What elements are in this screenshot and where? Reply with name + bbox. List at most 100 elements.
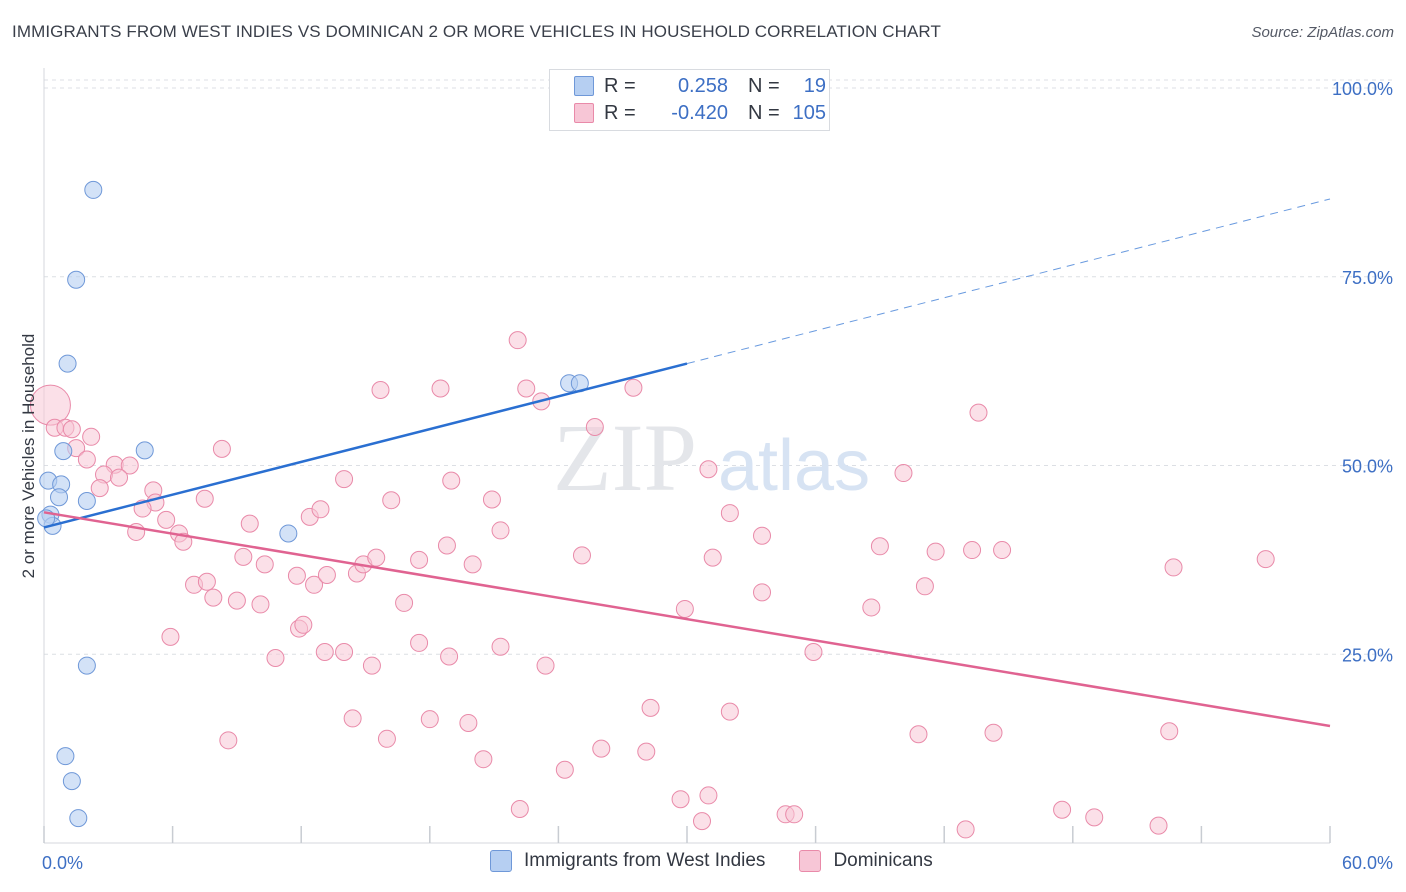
dominicans-point [317,565,336,584]
dominicans-point [785,805,804,824]
dominicans-point [984,723,1003,742]
dominicans-point [969,403,988,422]
dominicans-point [157,510,176,529]
legend-n-label: N = [748,74,780,97]
trend-lines [43,198,1331,728]
dominicans-point [343,709,362,728]
x-tick-label: 60.0% [1342,853,1393,873]
y-tick-label: 50.0% [1342,457,1393,477]
dominicans-point [753,583,772,602]
dominicans-point [1160,722,1179,741]
dominicans-point [1149,816,1168,835]
y-axis-label: 2 or more Vehicles in Household [19,334,38,579]
dominicans-point [90,479,109,498]
dominicans-point [585,417,604,436]
axes [43,68,1331,844]
dominicans-point [482,490,501,509]
dominicans-point [251,595,270,614]
dominicans-point [926,542,945,561]
dominicans-trend-line [43,511,1331,728]
y-tick-label: 75.0% [1342,268,1393,288]
dominicans-point [120,456,139,475]
watermark: ZIP atlas [553,404,870,511]
dominicans-point [641,698,660,717]
dominicans-point [77,450,96,469]
legend-r-value: 0.258 [677,74,728,97]
dominicans-point [110,468,129,487]
legend-r-value: -0.420 [671,101,728,124]
legend-label-west-indies: Immigrants from West Indies [524,850,766,871]
west-indies-points [37,180,589,828]
west-indies-point [279,524,298,543]
dominicans-point [1053,800,1072,819]
west-indies-point [84,180,103,199]
dominicans-point [915,577,934,596]
dominicans-point [442,471,461,490]
dominicans-point [956,820,975,839]
legend-n-value: 19 [803,74,826,97]
dominicans-point [431,379,450,398]
dominicans-point [420,710,439,729]
source-label: Source: ZipAtlas.com [1251,24,1394,41]
west-indies-point [77,491,96,510]
series-legend: Immigrants from West Indies Dominicans [490,850,967,872]
dominicans-point [894,464,913,483]
dominicans-point [437,536,456,555]
dominicans-point [335,642,354,661]
dominicans-point [335,470,354,489]
dominicans-point [753,526,772,545]
dominicans-point [870,537,889,556]
west-indies-point [56,747,75,766]
dominicans-point [367,548,386,567]
dominicans-point [62,420,81,439]
dominicans-points [29,331,1275,839]
dominicans-point [592,739,611,758]
dominicans-point [963,541,982,560]
dominicans-point [637,742,656,761]
legend-item-dominicans: Dominicans [799,850,933,872]
legend-n-value: 105 [792,101,826,124]
dominicans-point [720,702,739,721]
dominicans-point [219,731,238,750]
dominicans-point [197,572,216,591]
legend-row-west-indies: R = 0.258 N = 19 [574,73,826,99]
west-indies-point [135,441,154,460]
west-indies-point [50,488,69,507]
dominicans-point [212,439,231,458]
dominicans-point [382,491,401,510]
dominicans-point [699,786,718,805]
west-indies-point [58,354,77,373]
west-indies-point [54,442,73,461]
dominicans-point [536,656,555,675]
dominicans-point [294,615,313,634]
dominicans-point [266,649,285,668]
dominicans-point [377,729,396,748]
dominicans-point [227,591,246,610]
west-indies-trend-line [43,362,688,529]
dominicans-point [1085,808,1104,827]
dominicans-point [204,588,223,607]
watermark-zip: ZIP [553,404,697,511]
dominicans-point [862,598,881,617]
y-tick-label: 100.0% [1332,79,1393,99]
dominicans-point [371,381,390,399]
dominicans-point [395,593,414,612]
legend-swatch-dominicans [799,850,822,872]
dominicans-point [572,546,591,565]
dominicans-point [82,427,101,446]
dominicans-point [362,656,381,675]
dominicans-point [410,550,429,569]
dominicans-point [555,760,574,779]
dominicans-point [804,642,823,661]
dominicans-point [491,637,510,656]
west-indies-point [77,656,96,675]
legend-n-label: N = [748,101,780,124]
dominicans-point [174,532,193,551]
dominicans-point [993,541,1012,560]
legend-item-west-indies: Immigrants from West Indies [490,850,765,872]
dominicans-point [440,647,459,666]
dominicans-point [1164,558,1183,577]
dominicans-point [1256,550,1275,569]
dominicans-point [315,642,334,661]
